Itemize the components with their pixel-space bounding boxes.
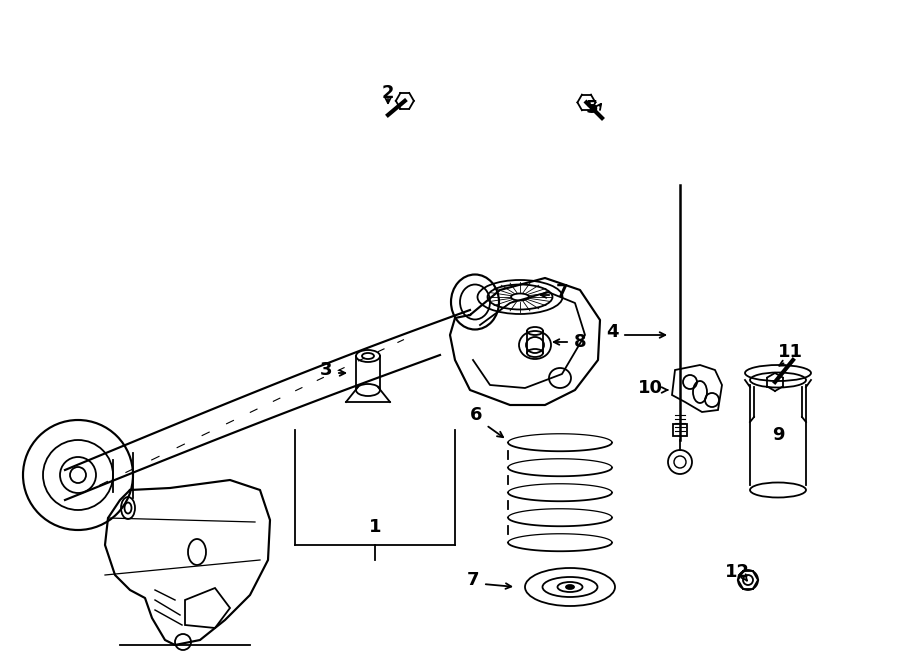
Text: 8: 8 xyxy=(573,333,586,351)
Text: 9: 9 xyxy=(772,426,784,444)
Text: 5: 5 xyxy=(586,99,598,117)
Text: 3: 3 xyxy=(320,361,332,379)
Text: 4: 4 xyxy=(606,323,618,341)
Text: 10: 10 xyxy=(637,379,662,397)
Text: 7: 7 xyxy=(556,283,568,301)
Text: 12: 12 xyxy=(724,563,750,581)
Text: 2: 2 xyxy=(382,84,394,102)
Text: 11: 11 xyxy=(778,343,803,361)
Ellipse shape xyxy=(566,585,574,589)
Text: 6: 6 xyxy=(470,406,482,424)
Bar xyxy=(673,424,687,436)
Text: 1: 1 xyxy=(369,518,382,536)
Text: 7: 7 xyxy=(467,571,479,589)
